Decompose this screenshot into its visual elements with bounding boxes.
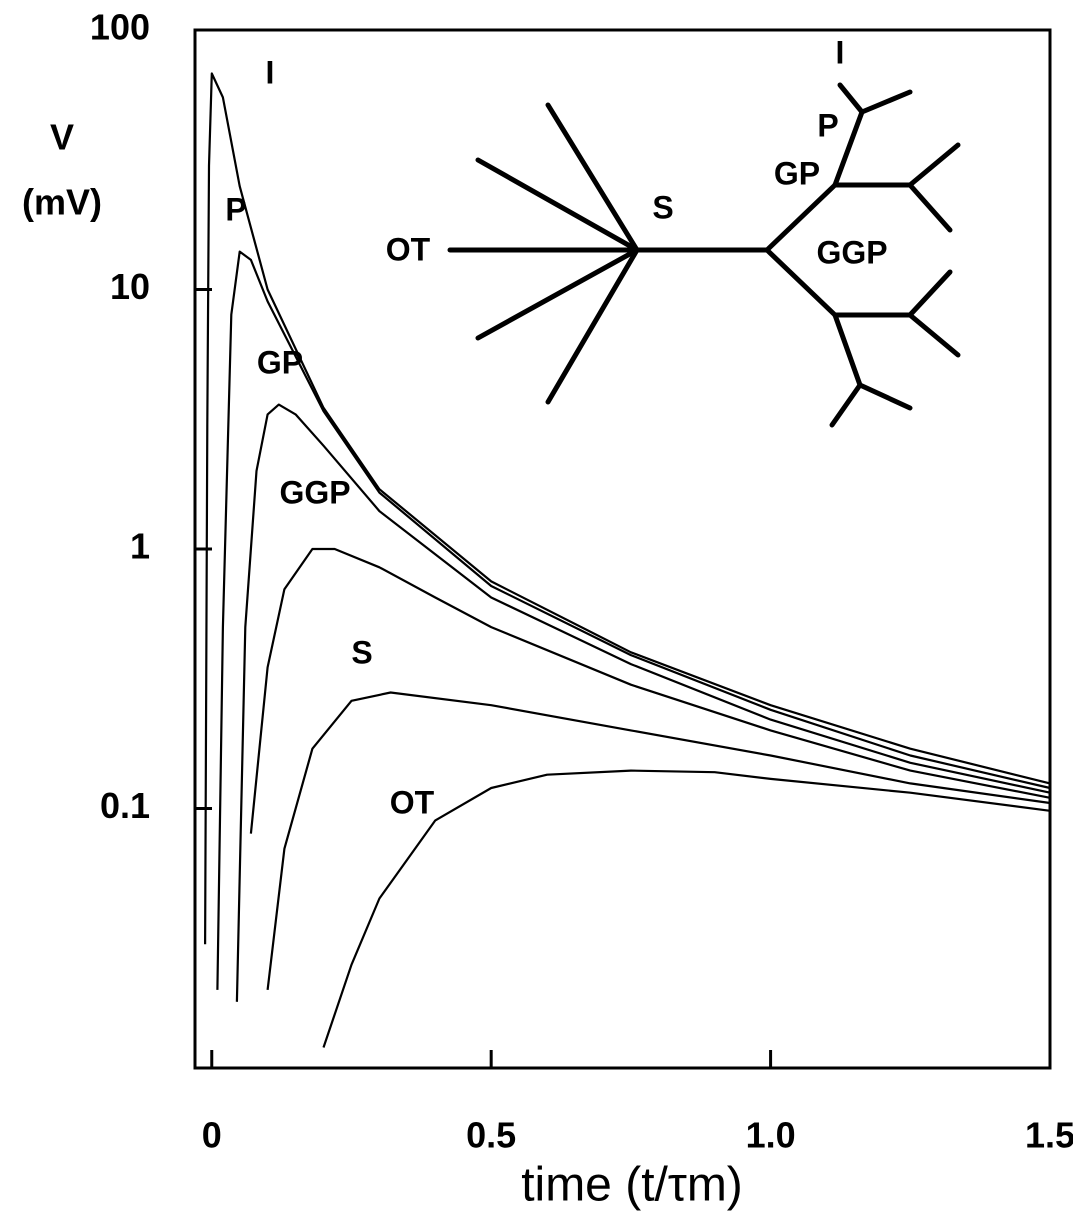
series-line [216, 250, 1051, 990]
x-tick-label: 0.5 [466, 1115, 516, 1156]
y-tick-label: 1 [130, 526, 150, 567]
series-line [249, 547, 1051, 834]
y-tick-label: 0.1 [100, 785, 150, 826]
y-tick-label: 100 [90, 7, 150, 48]
series-line [235, 403, 1051, 1002]
inset-label: GP [774, 155, 820, 191]
inset-label: S [652, 189, 673, 225]
x-tick-label: 0 [202, 1115, 222, 1156]
series-label: P [225, 191, 246, 227]
inset-label: I [836, 34, 845, 70]
series-label: GGP [279, 474, 350, 510]
series-label: S [351, 634, 372, 670]
y-tick-label: 10 [110, 266, 150, 307]
inset-label: OT [386, 231, 431, 267]
dendrite-diagram [447, 82, 961, 428]
x-tick-label: 1.5 [1025, 1115, 1073, 1156]
x-axis-label: time (t/τm) [521, 1159, 743, 1212]
series-label: GP [257, 344, 303, 380]
y-axis-label: V [50, 117, 74, 158]
series-label: OT [390, 784, 435, 820]
series-line [266, 691, 1051, 991]
inset-label: P [817, 107, 838, 143]
series-line [322, 769, 1051, 1048]
x-tick-label: 1.0 [746, 1115, 796, 1156]
series-label: I [266, 54, 275, 90]
series-line [204, 72, 1051, 945]
y-axis-unit: (mV) [22, 182, 102, 223]
inset-label: GGP [816, 234, 887, 270]
